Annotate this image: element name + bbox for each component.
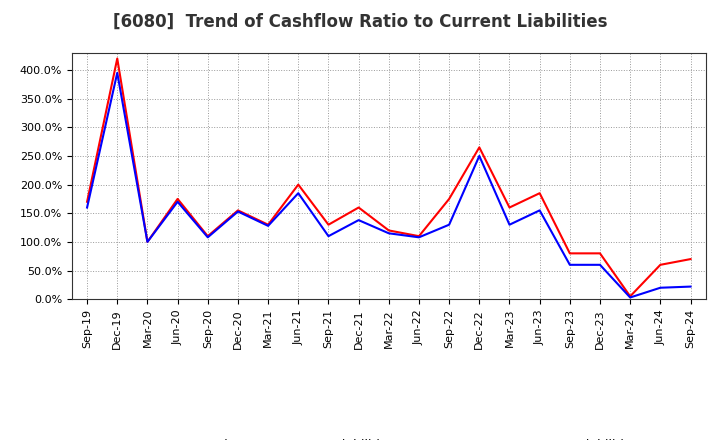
Operating CF to Current Liabilities [595,251,604,256]
Free CF to Current Liabilities [174,199,182,205]
Operating CF to Current Liabilities [294,182,302,187]
Operating CF to Current Liabilities [656,262,665,268]
Free CF to Current Liabilities [595,262,604,268]
Operating CF to Current Liabilities [536,191,544,196]
Operating CF to Current Liabilities [626,293,634,299]
Free CF to Current Liabilities [415,235,423,240]
Free CF to Current Liabilities [445,222,454,227]
Free CF to Current Liabilities [626,295,634,300]
Free CF to Current Liabilities [143,239,152,245]
Free CF to Current Liabilities [294,191,302,196]
Operating CF to Current Liabilities [505,205,514,210]
Free CF to Current Liabilities [565,262,574,268]
Line: Free CF to Current Liabilities: Free CF to Current Liabilities [87,73,690,297]
Operating CF to Current Liabilities [233,208,242,213]
Operating CF to Current Liabilities [83,199,91,205]
Operating CF to Current Liabilities [143,239,152,245]
Free CF to Current Liabilities [656,285,665,290]
Free CF to Current Liabilities [233,209,242,214]
Free CF to Current Liabilities [324,234,333,239]
Free CF to Current Liabilities [384,231,393,236]
Free CF to Current Liabilities [505,222,514,227]
Operating CF to Current Liabilities [354,205,363,210]
Free CF to Current Liabilities [475,153,484,158]
Free CF to Current Liabilities [204,235,212,240]
Free CF to Current Liabilities [686,284,695,289]
Operating CF to Current Liabilities [445,196,454,202]
Operating CF to Current Liabilities [113,56,122,61]
Legend: Operating CF to Current Liabilities, Free CF to Current Liabilities: Operating CF to Current Liabilities, Fre… [135,433,643,440]
Free CF to Current Liabilities [354,217,363,223]
Text: [6080]  Trend of Cashflow Ratio to Current Liabilities: [6080] Trend of Cashflow Ratio to Curren… [113,13,607,31]
Operating CF to Current Liabilities [264,222,272,227]
Operating CF to Current Liabilities [174,196,182,202]
Line: Operating CF to Current Liabilities: Operating CF to Current Liabilities [87,59,690,296]
Operating CF to Current Liabilities [384,228,393,233]
Free CF to Current Liabilities [113,70,122,76]
Operating CF to Current Liabilities [204,234,212,239]
Free CF to Current Liabilities [536,208,544,213]
Operating CF to Current Liabilities [324,222,333,227]
Free CF to Current Liabilities [83,205,91,210]
Operating CF to Current Liabilities [415,234,423,239]
Operating CF to Current Liabilities [686,257,695,262]
Free CF to Current Liabilities [264,223,272,228]
Operating CF to Current Liabilities [475,145,484,150]
Operating CF to Current Liabilities [565,251,574,256]
